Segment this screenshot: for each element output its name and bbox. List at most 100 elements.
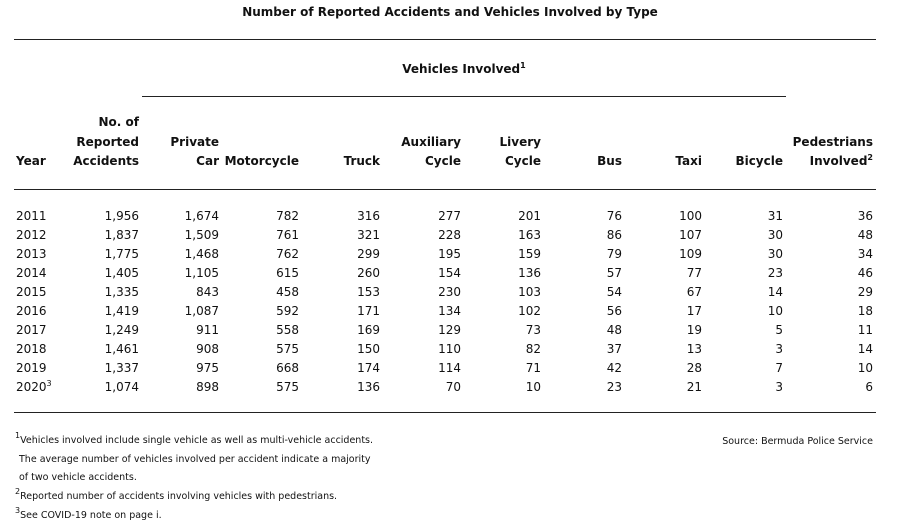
cell: 67 [686,285,702,299]
cell: 1,335 [104,285,139,299]
cell: 558 [276,323,299,337]
cell: 150 [357,342,380,356]
cell: 18 [857,304,873,318]
cell: 911 [196,323,219,337]
cell: 100 [679,209,702,223]
year: 2019 [16,361,47,375]
footnote-ref: 3 [46,379,52,388]
group-header: Vehicles Involved1 [142,61,786,77]
column-header: Taxi [675,154,702,168]
column-header: Auxiliary [401,135,461,149]
cell: 171 [357,304,380,318]
cell: 70 [445,380,461,394]
cell: 1,337 [104,361,139,375]
column-header: Pedestrians [793,135,873,149]
cell: 321 [357,228,380,242]
source: Source: Bermuda Police Service [722,436,873,447]
title: Number of Reported Accidents and Vehicle… [242,5,658,19]
year: 2015 [16,285,47,299]
column-header-text: Taxi [675,154,702,168]
cell: 299 [357,247,380,261]
cell: 28 [686,361,702,375]
cell: 77 [686,266,702,280]
cell: 14 [857,342,873,356]
footnote: 3See COVID-19 note on page i. [15,506,162,523]
cell: 107 [679,228,702,242]
year: 2014 [16,266,47,280]
cell: 136 [357,380,380,394]
year-cell: 2011 [16,209,47,223]
cell: 762 [276,247,299,261]
cell: 1,674 [184,209,219,223]
column-header-text: Bicycle [735,154,783,168]
cell: 23 [767,266,783,280]
column-header: Car [196,154,219,168]
cell: 17 [686,304,702,318]
cell: 10 [767,304,783,318]
footnote-mark: 1 [15,431,21,440]
cell: 169 [357,323,380,337]
cell: 898 [196,380,219,394]
cell: 110 [438,342,461,356]
cell: 10 [857,361,873,375]
cell: 73 [525,323,541,337]
cell: 975 [196,361,219,375]
cell: 668 [276,361,299,375]
footnote-text: See COVID-19 note on page i. [20,509,162,521]
column-header: Reported [76,135,139,149]
cell: 260 [357,266,380,280]
cell: 1,419 [104,304,139,318]
year-cell: 2017 [16,323,47,337]
footnote-ref: 2 [867,153,873,162]
cell: 37 [606,342,622,356]
footnote-mark: 2 [15,487,21,497]
cell: 21 [686,380,702,394]
column-header-text: Involved [809,154,868,168]
year: 2011 [16,209,47,223]
cell: 30 [767,228,783,242]
column-header: Involved2 [809,153,873,169]
cell: 1,837 [104,228,139,242]
cell: 1,468 [184,247,219,261]
footnote-text: The average number of vehicles involved … [19,453,371,465]
footnote-ref: 1 [520,61,526,70]
column-header: Cycle [505,154,541,168]
column-header-text: Cycle [505,154,541,168]
column-header-text: Bus [597,154,622,168]
column-header: Motorcycle [225,154,299,168]
cell: 575 [276,380,299,394]
column-header-text: Auxiliary [401,134,461,149]
cell: 54 [606,285,622,299]
cell: 48 [857,228,873,242]
column-header: Livery [500,135,541,149]
cell: 1,956 [104,209,139,223]
footnote: of two vehicle accidents. [19,471,137,485]
top-rule [14,39,876,40]
cell: 134 [438,304,461,318]
column-header: Year [16,154,46,168]
column-header: Truck [344,154,380,168]
year: 2016 [16,304,47,318]
cell: 79 [606,247,622,261]
cell: 201 [518,209,541,223]
column-header-text: Year [16,154,46,168]
cell: 48 [606,323,622,337]
cell: 174 [357,361,380,375]
column-header-text: Livery [499,134,541,149]
column-header: No. of [99,115,140,129]
year: 2012 [16,228,47,242]
column-header-text: Motorcycle [224,154,299,168]
cell: 114 [438,361,461,375]
bottom-rule [14,412,876,413]
cell: 615 [276,266,299,280]
cell: 103 [518,285,541,299]
cell: 316 [357,209,380,223]
cell: 1,461 [104,342,139,356]
cell: 1,105 [184,266,219,280]
footnote: The average number of vehicles involved … [19,453,371,467]
column-header-text: Truck [343,154,380,168]
year-cell: 2012 [16,228,47,242]
cell: 782 [276,209,299,223]
cell: 31 [767,209,783,223]
column-header-text: Private [170,134,219,149]
